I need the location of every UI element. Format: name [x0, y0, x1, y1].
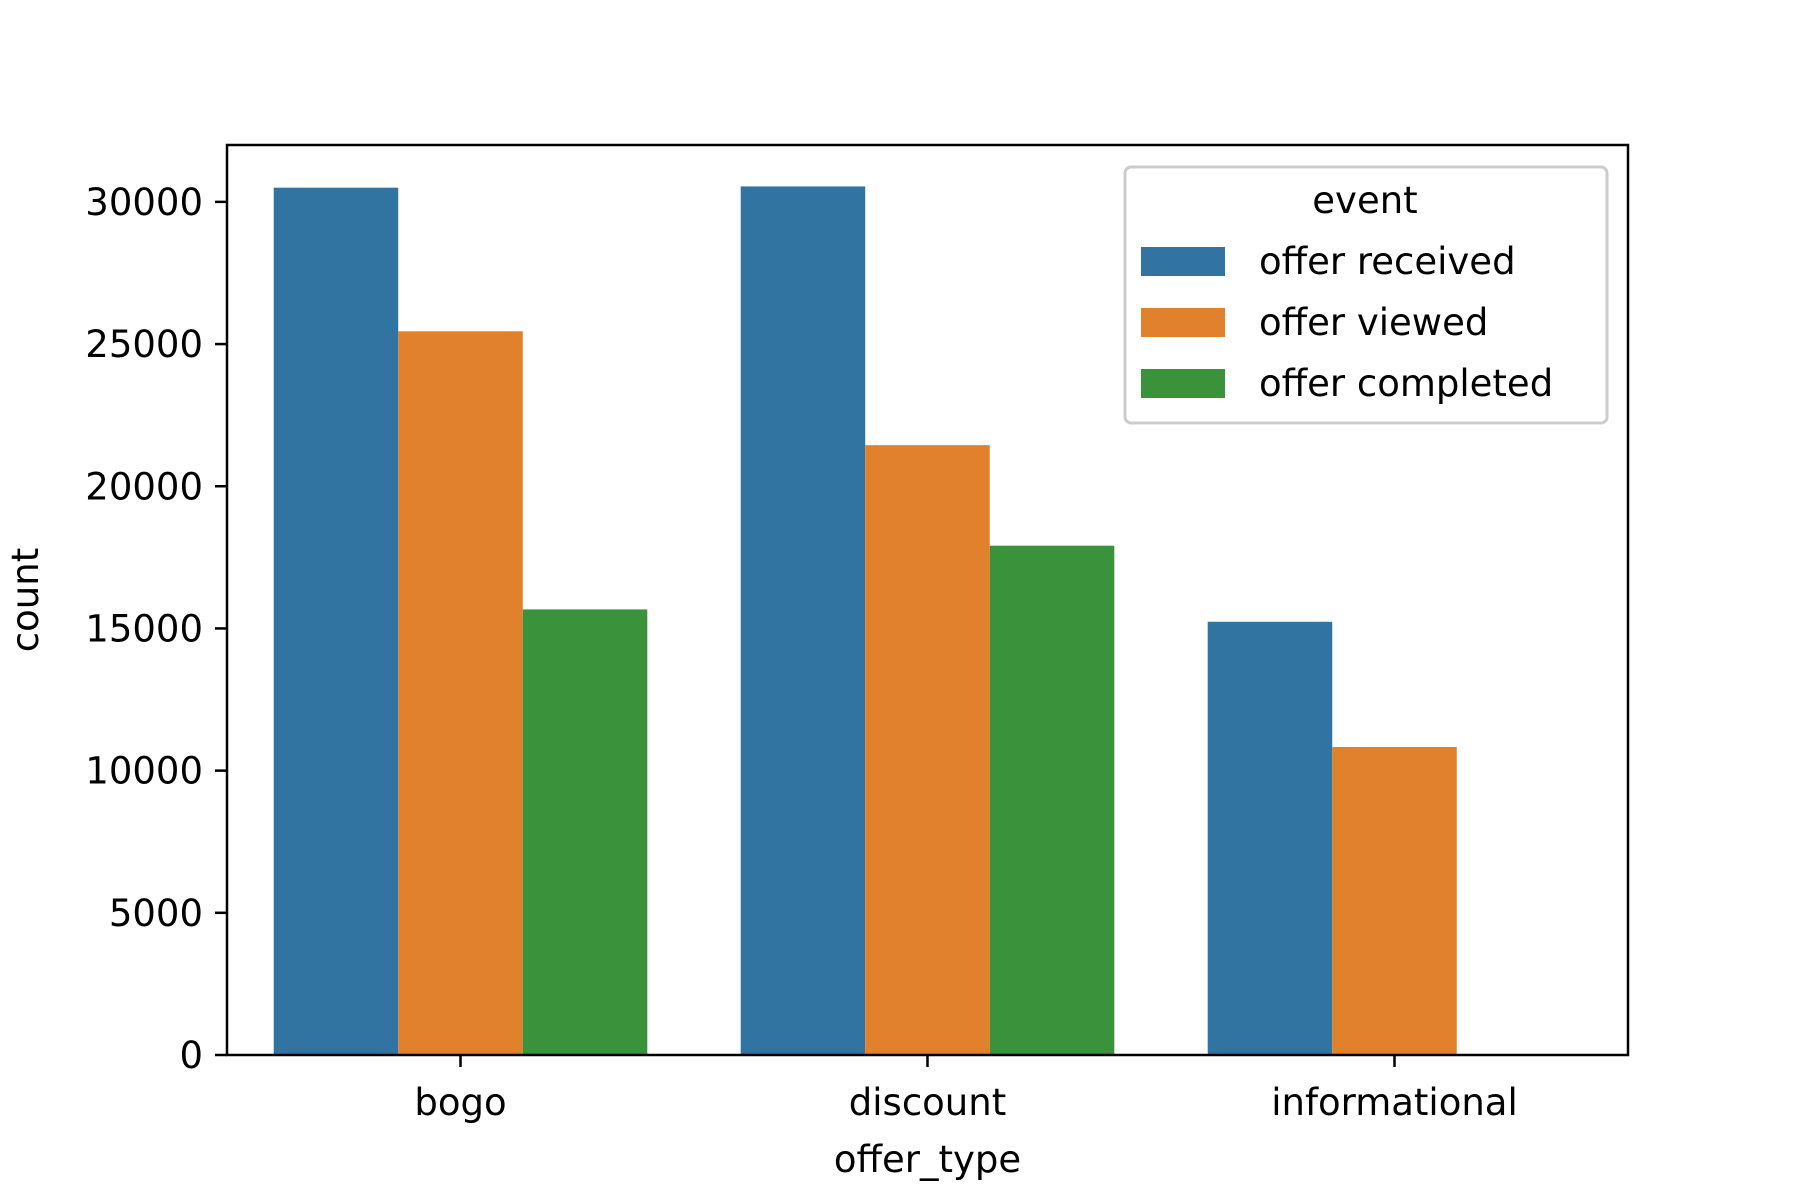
legend-title: event	[1312, 179, 1417, 222]
bar-discount-offer-received	[740, 186, 866, 1055]
y-tick-label: 15000	[85, 607, 203, 650]
x-tick-label: discount	[849, 1081, 1006, 1124]
bars-layer	[273, 186, 1457, 1055]
y-tick-label: 10000	[85, 750, 203, 793]
y-tick-label: 25000	[85, 323, 203, 366]
legend-swatch	[1141, 308, 1225, 337]
bar-bogo-offer-completed	[522, 609, 648, 1055]
x-axis-label: offer_type	[834, 1138, 1021, 1181]
x-tick-label: informational	[1271, 1081, 1518, 1124]
bar-bogo-offer-received	[273, 187, 399, 1055]
y-tick-label: 0	[179, 1034, 203, 1077]
bar-informational-offer-received	[1207, 621, 1333, 1055]
axes-layer: 0 5000 10000 15000 20000 25000 30000 bogo discou…	[85, 143, 1630, 1124]
legend: event offer received offer viewed offer co…	[1123, 165, 1609, 425]
legend-label: offer completed	[1259, 362, 1553, 405]
legend-swatch	[1141, 369, 1225, 398]
legend-items: offer received offer viewed offer complete…	[1141, 240, 1553, 405]
legend-frame	[1123, 165, 1609, 425]
legend-label: offer received	[1259, 240, 1516, 283]
y-tick-label: 30000	[85, 181, 203, 224]
x-tick-label: bogo	[414, 1081, 506, 1124]
legend-label: offer viewed	[1259, 301, 1488, 344]
bar-discount-offer-completed	[989, 545, 1115, 1055]
legend-swatch	[1141, 247, 1225, 276]
bar-bogo-offer-viewed	[398, 331, 523, 1055]
bar-discount-offer-viewed	[865, 445, 990, 1055]
y-axis-label: count	[4, 548, 47, 652]
bar-informational-offer-viewed	[1332, 746, 1457, 1055]
y-tick-label: 20000	[85, 465, 203, 508]
y-tick-label: 5000	[109, 892, 203, 935]
